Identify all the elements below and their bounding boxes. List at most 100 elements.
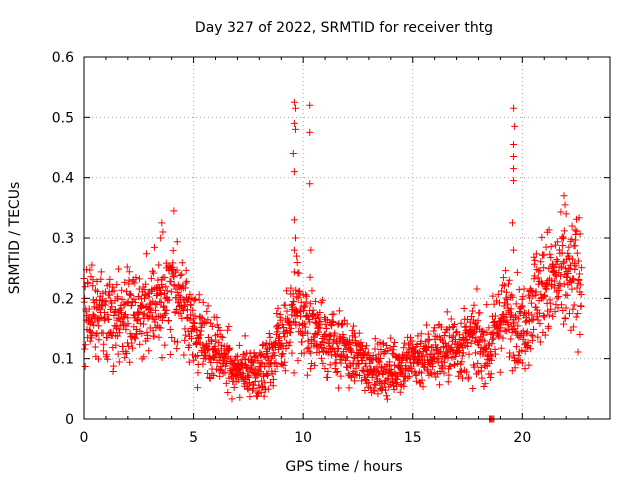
y-tick-label: 0.3 xyxy=(52,231,74,247)
data-point xyxy=(459,349,467,357)
data-point xyxy=(181,284,189,292)
data-point xyxy=(444,354,452,362)
data-point xyxy=(126,291,134,299)
data-point xyxy=(430,350,438,358)
data-point xyxy=(132,274,140,282)
data-point xyxy=(89,282,97,290)
data-point xyxy=(224,326,232,334)
data-point xyxy=(121,278,129,286)
data-point xyxy=(126,358,134,366)
data-point xyxy=(290,216,298,224)
data-point xyxy=(185,341,193,349)
data-point xyxy=(335,384,343,392)
data-point xyxy=(382,342,390,349)
data-point xyxy=(560,280,568,288)
x-axis-label: GPS time / hours xyxy=(285,459,402,475)
data-point xyxy=(135,309,143,317)
data-point xyxy=(180,351,188,359)
data-point xyxy=(474,359,482,367)
data-point xyxy=(386,358,394,366)
data-point xyxy=(531,272,539,280)
grid xyxy=(84,57,610,419)
data-point xyxy=(574,348,582,356)
data-point xyxy=(445,371,453,379)
data-point xyxy=(101,316,109,324)
data-point xyxy=(99,347,107,355)
data-point xyxy=(404,374,412,382)
data-point xyxy=(195,291,203,299)
data-point xyxy=(283,307,291,315)
data-point xyxy=(129,344,137,352)
data-point xyxy=(507,335,515,343)
data-point xyxy=(173,266,181,274)
data-point xyxy=(170,207,178,215)
data-point xyxy=(174,338,182,346)
data-point xyxy=(100,340,108,348)
data-point xyxy=(95,336,103,344)
data-point xyxy=(118,286,126,294)
chart-title: Day 327 of 2022, SRMTID for receiver tht… xyxy=(195,20,493,36)
data-point xyxy=(573,284,581,292)
data-point xyxy=(81,363,89,371)
data-point xyxy=(246,378,254,386)
data-point xyxy=(362,376,370,384)
data-point xyxy=(486,374,494,382)
data-point xyxy=(383,395,391,403)
data-point xyxy=(572,230,580,238)
data-point xyxy=(211,345,219,353)
data-point xyxy=(130,334,138,342)
data-point xyxy=(377,355,385,363)
data-point xyxy=(512,300,520,308)
data-point xyxy=(405,341,413,349)
data-point xyxy=(291,234,299,242)
axis-ticks: 0 5 10 15 20 0 0.1 0.2 0.3 0.4 0.5 0.6 xyxy=(52,50,611,446)
data-point xyxy=(546,299,554,307)
data-point xyxy=(576,281,584,289)
data-point xyxy=(290,168,298,176)
data-point xyxy=(551,284,559,292)
data-point xyxy=(389,346,397,354)
data-point xyxy=(277,316,285,324)
data-point xyxy=(521,365,529,373)
data-point xyxy=(432,373,440,381)
data-point xyxy=(232,353,240,361)
data-point xyxy=(317,318,325,326)
data-point xyxy=(557,301,565,309)
data-point xyxy=(134,310,142,318)
data-point xyxy=(538,278,546,286)
data-point xyxy=(447,315,455,323)
data-point xyxy=(312,329,320,337)
data-point xyxy=(528,287,536,295)
data-point xyxy=(210,371,218,379)
data-point xyxy=(510,177,518,185)
data-point xyxy=(481,380,489,388)
data-point xyxy=(190,356,198,364)
data-point xyxy=(475,336,483,344)
data-point xyxy=(431,332,439,340)
data-point xyxy=(343,320,351,328)
data-point xyxy=(169,272,177,280)
data-point xyxy=(540,251,548,259)
data-point xyxy=(338,321,346,329)
data-point xyxy=(488,352,496,360)
data-point xyxy=(155,261,163,269)
data-point xyxy=(575,276,583,284)
data-point xyxy=(311,318,319,326)
data-point xyxy=(511,122,519,130)
data-point xyxy=(338,352,346,360)
data-point xyxy=(123,288,131,296)
data-point xyxy=(469,329,477,337)
data-point xyxy=(288,311,296,319)
data-point xyxy=(144,289,152,297)
data-point xyxy=(125,276,133,284)
data-point xyxy=(162,283,170,291)
y-tick-label: 0.4 xyxy=(52,171,74,187)
data-point xyxy=(81,345,89,353)
data-point xyxy=(88,329,96,337)
data-point xyxy=(534,274,542,282)
data-point xyxy=(118,295,126,303)
data-point xyxy=(554,292,562,300)
data-point xyxy=(103,351,111,359)
data-point xyxy=(214,347,222,355)
data-point xyxy=(517,303,525,311)
